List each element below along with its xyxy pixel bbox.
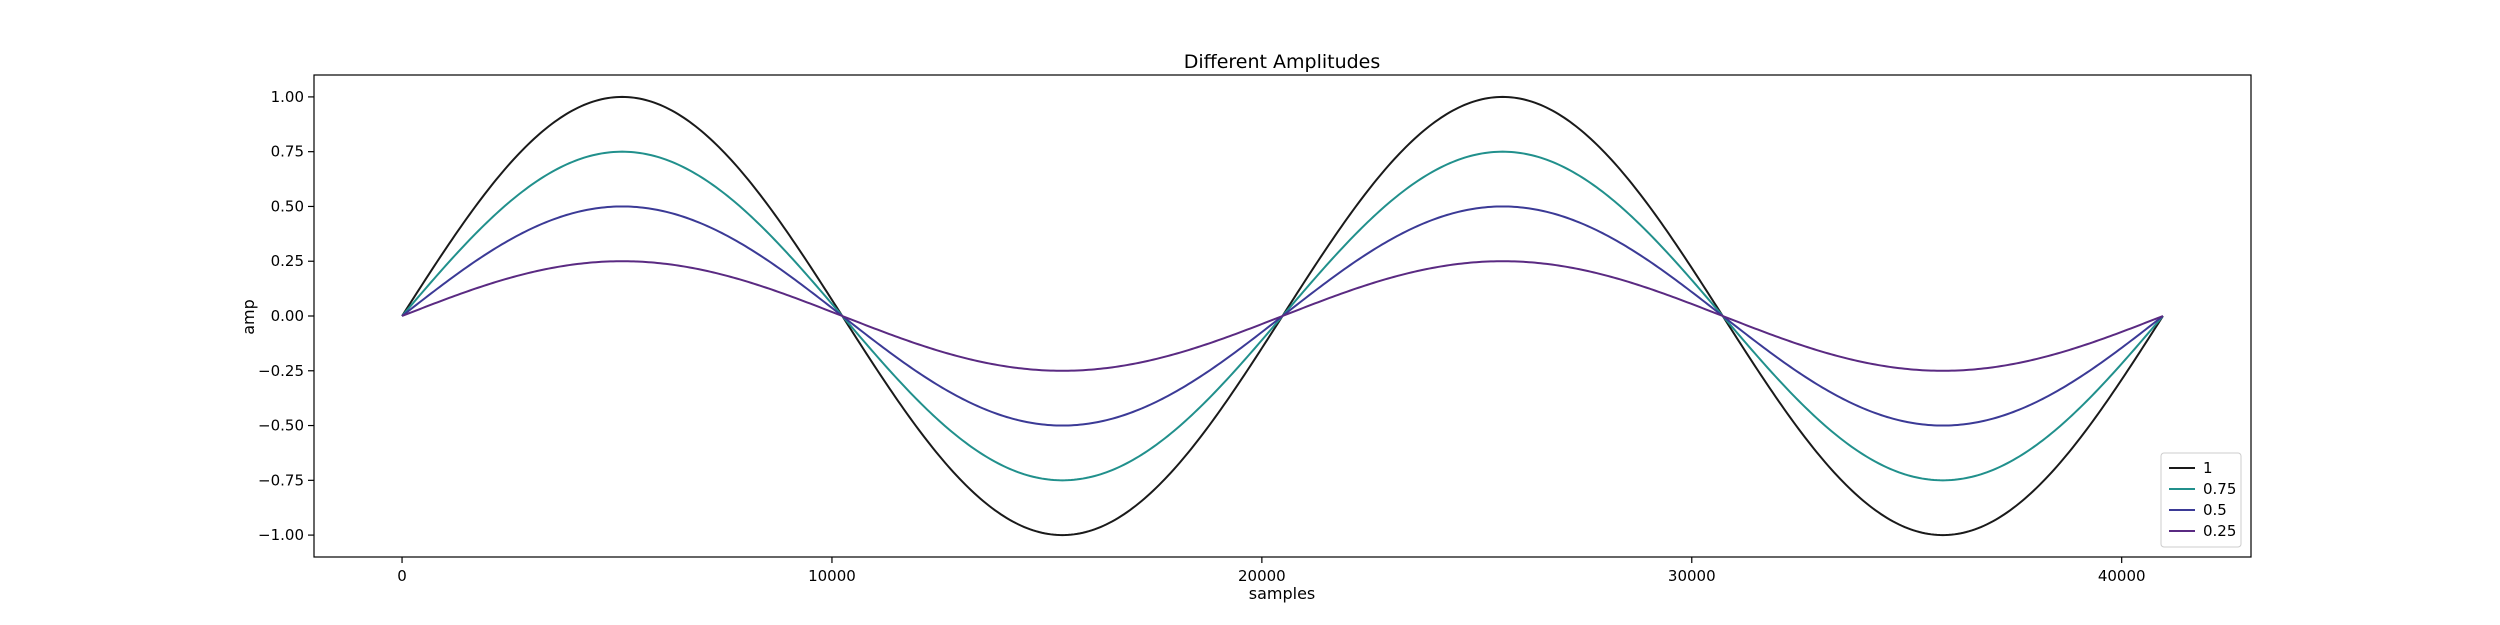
- x-tick-label: 0: [397, 567, 407, 585]
- y-tick-label: 0.75: [271, 143, 304, 161]
- y-tick-label: −0.25: [258, 362, 304, 380]
- series-line-0.25: [401, 260, 2164, 372]
- y-axis-label: amp: [239, 299, 258, 335]
- legend: 1 0.75 0.5 0.25: [2160, 452, 2242, 548]
- legend-label-0.25: 0.25: [2203, 522, 2236, 540]
- y-tick-label: −0.50: [258, 417, 304, 435]
- y-tick-label: 1.00: [271, 88, 304, 106]
- x-tick-label: 40000: [2098, 567, 2146, 585]
- y-tick-label: 0.25: [271, 252, 304, 270]
- chart-title: Different Amplitudes: [1184, 51, 1381, 73]
- x-axis-label: samples: [1249, 584, 1316, 603]
- y-tick-label: −1.00: [258, 526, 304, 544]
- y-tick-label: 0.00: [271, 307, 304, 325]
- x-tick-label: 30000: [1668, 567, 1716, 585]
- x-tick-label: 20000: [1238, 567, 1286, 585]
- x-tick-label: 10000: [808, 567, 856, 585]
- y-tick-label: 0.50: [271, 197, 304, 215]
- legend-box: [2160, 452, 2242, 548]
- x-axis: 0 10000 20000 30000 40000: [397, 557, 2146, 585]
- legend-label-0.5: 0.5: [2203, 501, 2227, 519]
- y-axis: 1.00 0.75 0.50 0.25 0.00 −0.25 −0.50 −0.75 −1.00: [258, 88, 314, 544]
- y-tick-label: −0.75: [258, 471, 304, 489]
- legend-label-1: 1: [2203, 459, 2213, 477]
- plot-area: [313, 74, 2252, 558]
- legend-label-0.75: 0.75: [2203, 480, 2236, 498]
